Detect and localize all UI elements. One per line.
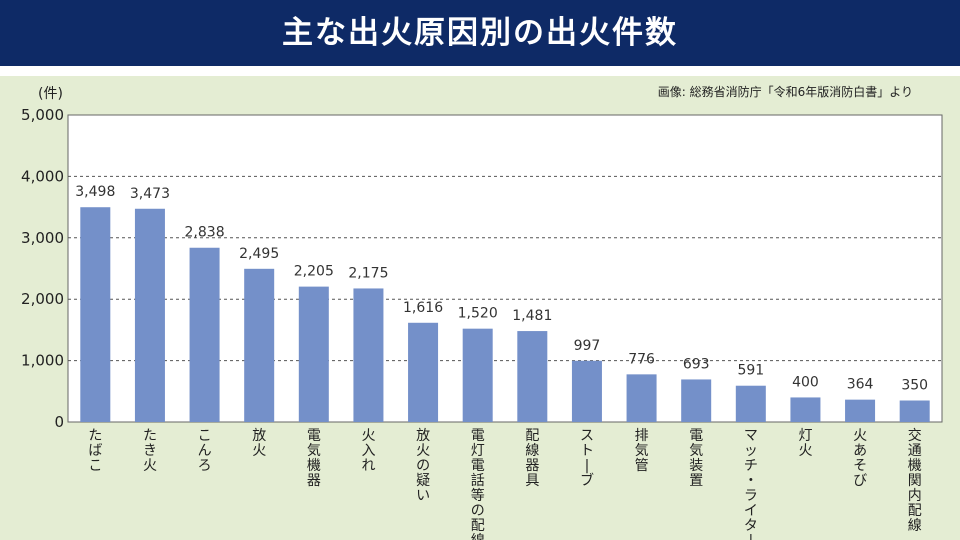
bar xyxy=(462,328,493,422)
category-label: 電気機器 xyxy=(307,428,321,489)
bar xyxy=(517,331,548,422)
bar-value-label: 997 xyxy=(574,338,601,354)
category-label: 放火 xyxy=(252,428,266,459)
bar xyxy=(845,399,876,422)
bar-value-label: 2,838 xyxy=(185,225,225,241)
bar xyxy=(408,322,439,422)
title-banner: 主な出火原因別の出火件数 xyxy=(0,0,960,66)
y-tick-labels: 0 1,000 2,000 3,000 4,000 5,000 xyxy=(21,106,64,431)
bar xyxy=(899,400,930,422)
page-title: 主な出火原因別の出火件数 xyxy=(282,15,678,51)
category-label: 灯火 xyxy=(798,428,812,459)
bar-value-label: 400 xyxy=(792,374,819,390)
bar xyxy=(626,374,657,422)
y-tick-label: 4,000 xyxy=(21,167,64,185)
category-label: たき火 xyxy=(143,428,157,474)
category-label: 交通機関内配線 xyxy=(908,427,922,534)
bar xyxy=(80,207,111,422)
bar xyxy=(134,208,165,422)
bar xyxy=(790,397,821,422)
category-label: 排気管 xyxy=(635,428,649,474)
category-label: 電気装置 xyxy=(689,428,703,489)
category-label: 火あそび xyxy=(853,428,867,489)
bar-value-label: 350 xyxy=(901,378,928,394)
bar-value-label: 1,520 xyxy=(458,306,498,322)
bar xyxy=(189,247,220,422)
y-tick-label: 3,000 xyxy=(21,229,64,247)
bar xyxy=(298,286,329,422)
bar-value-label: 2,175 xyxy=(348,265,388,281)
bar-layer xyxy=(80,207,930,422)
category-label: 配線器具 xyxy=(525,428,539,489)
bar-chart: (件) 画像: 総務省消防庁「令和6年版消防白書」より 0 1,000 2,000 3… xyxy=(21,84,943,540)
category-label: たばこ xyxy=(88,428,102,474)
bar-value-label: 693 xyxy=(683,356,710,372)
bar-value-label: 2,495 xyxy=(239,246,279,262)
y-tick-label: 0 xyxy=(54,413,64,431)
bar-value-label: 1,481 xyxy=(512,308,552,324)
category-label: 電灯電話等の配線 xyxy=(471,428,485,540)
bar-value-label: 1,616 xyxy=(403,300,443,316)
y-axis-unit-label: (件) xyxy=(38,86,63,102)
bar-value-label: 3,473 xyxy=(130,186,170,202)
y-tick-label: 2,000 xyxy=(21,290,64,308)
category-label: マッチ・ライタ| xyxy=(744,428,758,540)
category-label: こんろ xyxy=(198,428,212,474)
bar xyxy=(681,379,712,422)
category-label: 火入れ xyxy=(361,428,375,474)
y-tick-label: 5,000 xyxy=(21,106,64,124)
value-labels: 3,498 3,473 2,838 2,495 2,205 2,175 1,616 1,520… xyxy=(75,184,928,393)
source-credit: 画像: 総務省消防庁「令和6年版消防白書」より xyxy=(658,84,913,99)
bar-value-label: 591 xyxy=(737,363,764,379)
category-label: 放火の疑い xyxy=(416,428,430,504)
bar xyxy=(571,360,602,422)
bar-value-label: 776 xyxy=(628,351,655,367)
category-label: スト|ブ xyxy=(580,428,594,489)
bar xyxy=(735,385,766,422)
banner-divider xyxy=(0,66,960,76)
bar-value-label: 3,498 xyxy=(75,184,115,200)
bar-value-label: 364 xyxy=(847,377,874,393)
bar xyxy=(244,268,275,422)
y-tick-label: 1,000 xyxy=(21,352,64,370)
bar-value-label: 2,205 xyxy=(294,264,334,280)
category-labels: たばこ たき火 こんろ 放火 電気機器 火入れ 放火の疑い 電灯電話等の配線 配線器具 スト|ブ 排… xyxy=(88,427,921,540)
bar xyxy=(353,288,384,422)
